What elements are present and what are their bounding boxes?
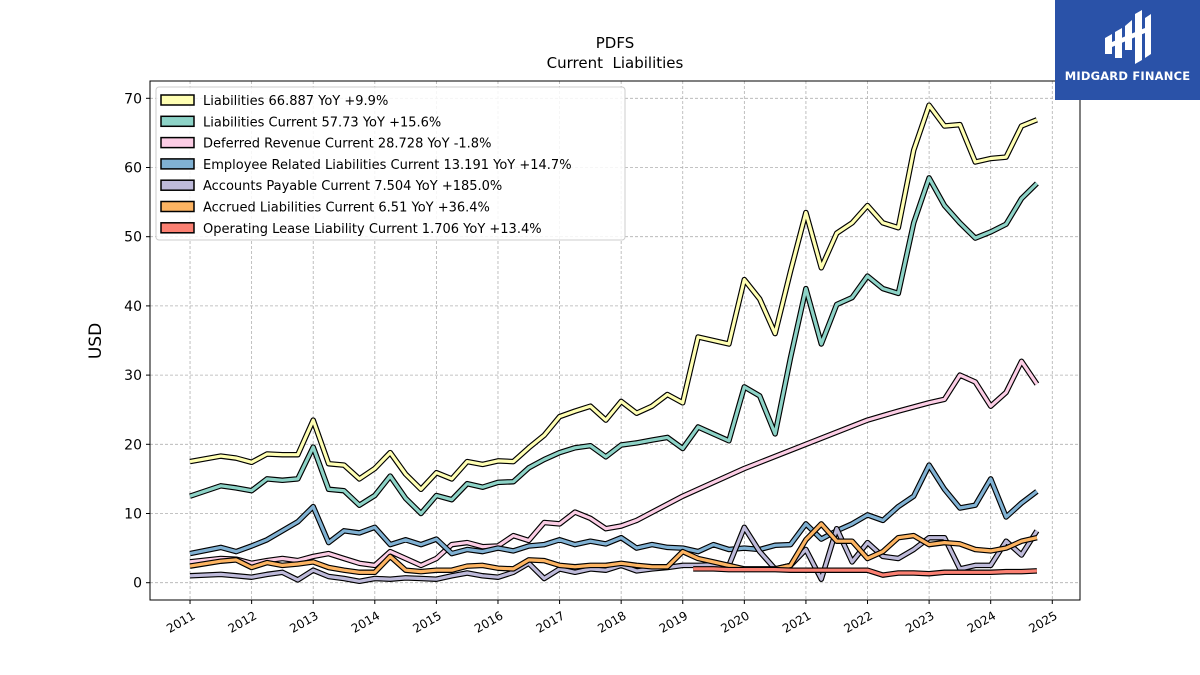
legend-box [155, 86, 626, 241]
x-tick-label: 2021 [780, 608, 813, 635]
x-tick-label: 2020 [718, 608, 751, 635]
legend-entry-label: Operating Lease Liability Current 1.706 … [203, 222, 542, 237]
legend-swatch [160, 179, 195, 191]
series-line-liabilities [189, 103, 1038, 491]
x-tick-label: 2022 [842, 608, 875, 635]
midgard-logo-icon [1105, 10, 1151, 64]
y-tick-label: 0 [133, 576, 142, 592]
x-tick-label: 2014 [349, 608, 382, 635]
y-tick-label: 60 [124, 161, 142, 177]
legend-swatch [160, 222, 195, 234]
x-tick-label: 2025 [1026, 608, 1059, 635]
legend-entry-label: Employee Related Liabilities Current 13.… [203, 158, 572, 173]
series-line-liabilities-current [189, 176, 1039, 516]
legend-swatch [160, 136, 195, 149]
x-tick-label: 2011 [164, 608, 197, 635]
y-tick-label: 30 [124, 368, 142, 384]
y-tick-label: 40 [124, 299, 142, 315]
series-lines [189, 102, 1040, 585]
legend: Liabilities 66.887 YoY +9.9% Liabilities … [155, 86, 626, 241]
legend-swatch [160, 200, 195, 213]
series-line-deferred-revenue-current [189, 359, 1039, 568]
series-line-accrued-liabilities-current [189, 522, 1038, 574]
chart-subtitle: Current Liabilities [547, 54, 684, 72]
x-tick-label: 2015 [410, 608, 443, 635]
brand-name: MIDGARD FINANCE [1064, 69, 1191, 83]
legend-swatch [160, 158, 195, 170]
legend-swatch [160, 94, 195, 106]
legend-entry-label: Deferred Revenue Current 28.728 YoY -1.8… [203, 137, 491, 152]
brand-logo: MIDGARD FINANCE [1055, 0, 1200, 100]
series-line-operating-lease-liability-current [693, 567, 1037, 577]
legend-swatch [160, 115, 195, 128]
legend-entry-label: Liabilities 66.887 YoY +9.9% [203, 94, 388, 109]
x-tick-label: 2013 [287, 608, 320, 635]
x-tick-label: 2024 [965, 608, 998, 635]
legend-entry-label: Accrued Liabilities Current 6.51 YoY +36… [203, 201, 490, 216]
plot-area-frame [149, 80, 1081, 601]
series-line-employee-related-liabilities-current [189, 463, 1038, 556]
y-tick-label: 20 [124, 437, 142, 453]
x-tick-label: 2012 [226, 608, 259, 635]
x-tick-label: 2018 [595, 608, 628, 635]
x-tick-label: 2016 [472, 608, 505, 635]
x-tick-label: 2017 [534, 608, 567, 635]
y-tick-label: 70 [124, 91, 142, 107]
legend-entry-label: Liabilities Current 57.73 YoY +15.6% [203, 115, 441, 130]
x-tick-label: 2023 [903, 608, 936, 635]
y-axis-label: USD [86, 323, 106, 359]
chart-title: PDFS [596, 34, 634, 52]
legend-entry-label: Accounts Payable Current 7.504 YoY +185.… [203, 179, 502, 194]
x-tick-label: 2019 [657, 608, 690, 635]
y-tick-label: 50 [124, 230, 142, 246]
y-tick-label: 10 [124, 507, 142, 523]
